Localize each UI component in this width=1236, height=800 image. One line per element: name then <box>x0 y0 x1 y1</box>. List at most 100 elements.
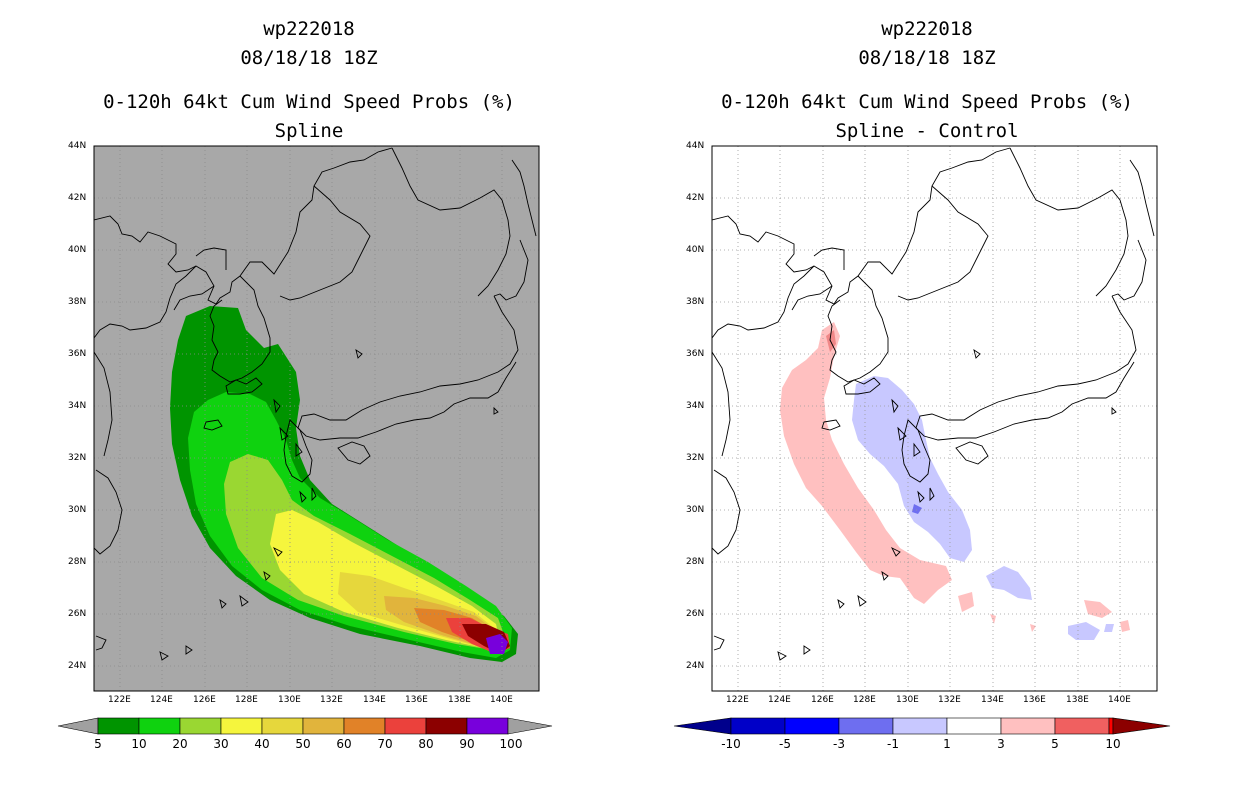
lat-label: 30N <box>68 505 87 515</box>
colorbar-label: -10 <box>721 737 741 751</box>
left-colorbar-bin-8 <box>384 717 427 735</box>
right-colorbar-bin-5 <box>946 717 1002 735</box>
lat-label: 34N <box>686 401 705 411</box>
left-colorbar-bin-5 <box>261 717 304 735</box>
left-colorbar-bin-3 <box>179 717 222 735</box>
right-colorbar-bin-3 <box>838 717 894 735</box>
left-colorbar <box>57 717 553 735</box>
colorbar-label: 30 <box>213 737 229 751</box>
right-map-frame <box>711 145 1158 692</box>
diff-positive-patch <box>958 592 974 612</box>
right-colorbar-low-extend <box>673 717 732 735</box>
lat-label: 34N <box>68 401 87 411</box>
colorbar-label: 5 <box>94 737 102 751</box>
contour-90 <box>486 634 508 654</box>
colorbar-label: 90 <box>459 737 475 751</box>
left-colorbar-bin-2 <box>138 717 181 735</box>
lat-label: 42N <box>686 193 705 203</box>
lat-label: 26N <box>686 609 705 619</box>
right-colorbar-high-extend <box>1112 717 1171 735</box>
right-colorbar-bin-4 <box>892 717 948 735</box>
colorbar-label: 80 <box>418 737 434 751</box>
colorbar-label: 1 <box>943 737 951 751</box>
left-colorbar-bin-10 <box>466 717 509 735</box>
lat-label: 28N <box>686 557 705 567</box>
left-colorbar-bin-1 <box>97 717 140 735</box>
lon-label: 140E <box>490 695 513 705</box>
diff-negative-east <box>1068 622 1114 640</box>
lat-label: 36N <box>68 349 87 359</box>
right-colorbar-bin-1 <box>730 717 786 735</box>
lon-label: 122E <box>108 695 131 705</box>
colorbar-label: 10 <box>1105 737 1121 751</box>
left-colorbar-bin-9 <box>425 717 468 735</box>
lon-label: 126E <box>193 695 216 705</box>
right-grid <box>712 146 1157 691</box>
lon-label: 138E <box>1066 695 1089 705</box>
colorbar-label: 10 <box>131 737 147 751</box>
right-colorbar-bin-8 <box>1108 717 1114 735</box>
lat-label: 38N <box>68 297 87 307</box>
lat-label: 42N <box>68 193 87 203</box>
right-storm-id: wp222018 <box>881 18 973 40</box>
lon-label: 140E <box>1108 695 1131 705</box>
diff-negative-patch <box>986 566 1032 600</box>
lon-label: 138E <box>448 695 471 705</box>
lon-label: 126E <box>811 695 834 705</box>
lat-label: 32N <box>68 453 87 463</box>
diff-positive-west <box>780 322 952 604</box>
lat-label: 40N <box>686 245 705 255</box>
colorbar-label: 60 <box>336 737 352 751</box>
left-storm-id: wp222018 <box>263 18 355 40</box>
right-colorbar <box>673 717 1171 735</box>
colorbar-label: 70 <box>377 737 393 751</box>
lat-label: 26N <box>68 609 87 619</box>
lon-label: 134E <box>363 695 386 705</box>
left-map-panel <box>93 145 540 692</box>
lat-label: 24N <box>686 661 705 671</box>
left-colorbar-high-extend <box>507 717 553 735</box>
colorbar-label: -1 <box>887 737 899 751</box>
colorbar-label: -5 <box>779 737 791 751</box>
lat-label: 28N <box>68 557 87 567</box>
lon-label: 128E <box>235 695 258 705</box>
left-subtitle: Spline <box>274 120 344 142</box>
left-datetime: 08/18/18 18Z <box>240 47 378 69</box>
lat-label: 30N <box>686 505 705 515</box>
lat-label: 44N <box>686 141 705 151</box>
right-subtitle: Spline - Control <box>835 120 1019 142</box>
left-colorbar-low-extend <box>57 717 99 735</box>
colorbar-label: 3 <box>997 737 1005 751</box>
lat-label: 36N <box>686 349 705 359</box>
left-map-frame <box>93 145 540 692</box>
lat-label: 40N <box>68 245 87 255</box>
left-colorbar-bin-4 <box>220 717 263 735</box>
right-colorbar-bin-6 <box>1000 717 1056 735</box>
lon-label: 124E <box>768 695 791 705</box>
colorbar-label: 50 <box>295 737 311 751</box>
lat-label: 32N <box>686 453 705 463</box>
left-product-title: 0-120h 64kt Cum Wind Speed Probs (%) <box>103 91 515 113</box>
left-probability-swath <box>170 306 518 662</box>
left-grid <box>94 146 539 691</box>
right-datetime: 08/18/18 18Z <box>858 47 996 69</box>
lat-label: 38N <box>686 297 705 307</box>
lon-label: 124E <box>150 695 173 705</box>
lon-label: 136E <box>1023 695 1046 705</box>
left-colorbar-bin-6 <box>302 717 345 735</box>
colorbar-label: 20 <box>172 737 188 751</box>
lon-label: 130E <box>896 695 919 705</box>
lon-label: 132E <box>938 695 961 705</box>
lon-label: 128E <box>853 695 876 705</box>
diff-negative-main <box>852 376 972 562</box>
right-product-title: 0-120h 64kt Cum Wind Speed Probs (%) <box>721 91 1133 113</box>
lon-label: 134E <box>981 695 1004 705</box>
diff-negative-peak <box>912 504 922 514</box>
right-colorbar-bin-2 <box>784 717 840 735</box>
lon-label: 132E <box>320 695 343 705</box>
right-map-panel <box>711 145 1158 692</box>
lat-label: 24N <box>68 661 87 671</box>
left-colorbar-bin-7 <box>343 717 386 735</box>
right-colorbar-bin-7 <box>1054 717 1110 735</box>
